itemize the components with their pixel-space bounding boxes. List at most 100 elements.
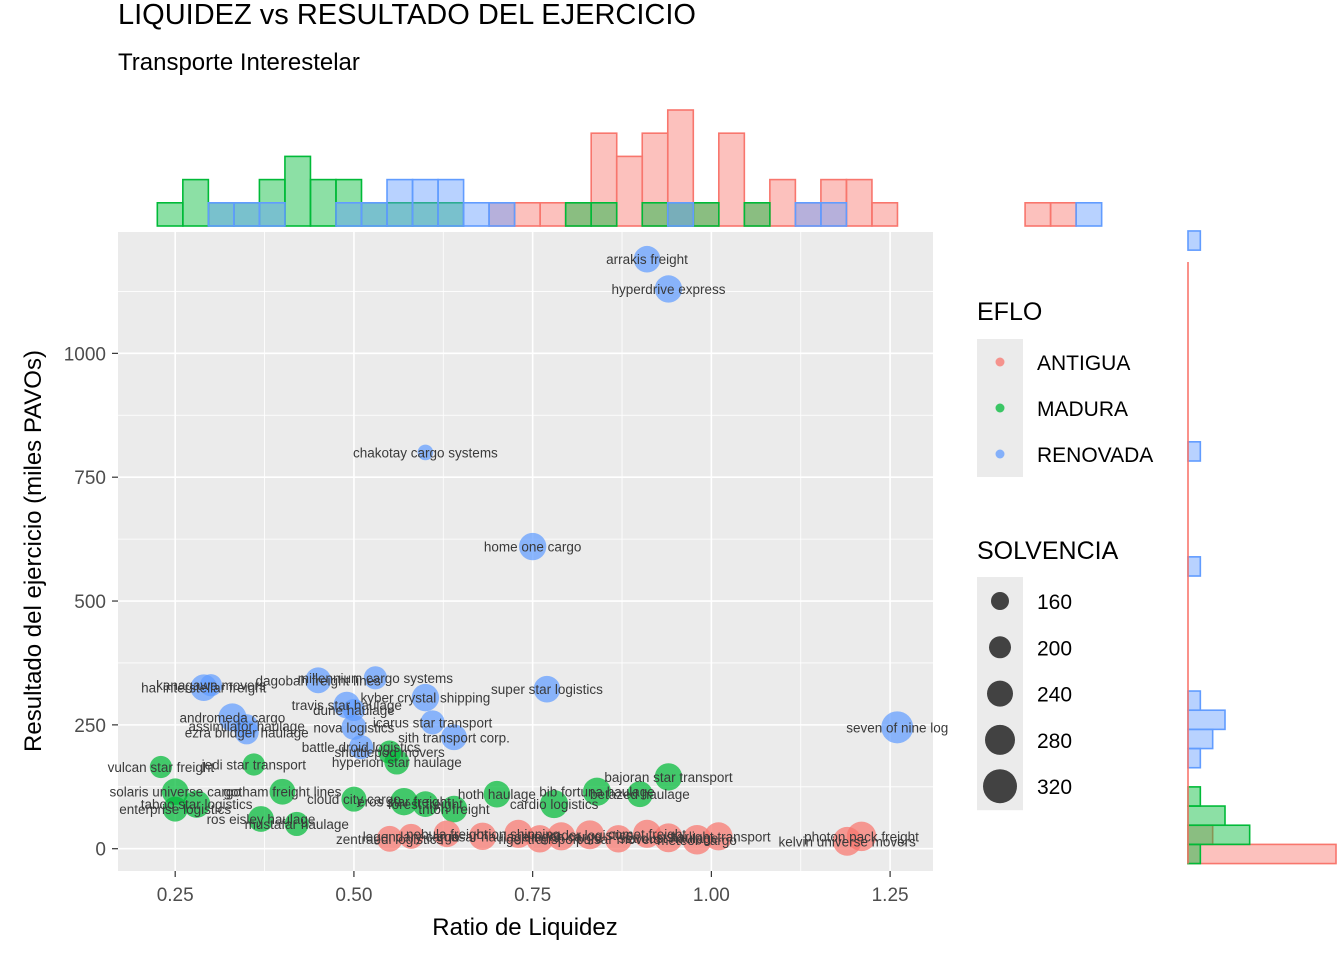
point-mustafar-haulage	[284, 811, 309, 837]
point-label-rigel-transport: rigel transport	[499, 832, 582, 847]
point-label-eros-star-freight: eros star freight	[357, 795, 451, 810]
top-marginal-histogram	[156, 109, 1103, 227]
legend-label-madura: MADURA	[1037, 398, 1128, 421]
legend-size-label-320: 320	[1037, 776, 1072, 799]
point-jedi-star-transport	[242, 753, 265, 776]
x-axis-label: Ratio de Liquidez	[432, 914, 617, 941]
top-hist-bar-madura	[743, 202, 771, 227]
point-chakotay-cargo-systems	[417, 444, 434, 461]
point-label-hal-interstellar-freight: hal interstellar freight	[141, 681, 267, 696]
top-hist-bar-renovada	[462, 202, 490, 227]
point-cloud-city-cargo	[341, 786, 367, 812]
top-hist-bar-antigua	[1024, 202, 1052, 227]
top-hist-bar-antigua	[769, 178, 797, 227]
point-kyber-crystal-shipping	[411, 683, 440, 712]
chart-subtitle: Transporte Interestelar	[118, 49, 360, 76]
top-hist-bar-renovada	[335, 202, 363, 227]
point-label-mustafar-haulage: mustafar haulage	[245, 817, 349, 832]
point-label-vulcan-star-freight: vulcan star freight	[108, 760, 215, 775]
top-hist-bar-antigua	[666, 109, 695, 227]
point-bib-fortuna-haulage	[582, 777, 612, 806]
legend-size-label-160: 160	[1037, 591, 1072, 614]
top-hist-bar-madura	[692, 202, 720, 227]
point-label-hyperdrive-express: hyperdrive express	[611, 282, 725, 297]
point-label-betazed-haulage: betazed haulage	[590, 787, 690, 802]
point-label-orion-shipping: orion shipping	[476, 827, 560, 842]
top-hist-bar-renovada	[360, 202, 388, 227]
y-tick-label: 500	[74, 592, 106, 613]
point-label-bajoran-star-transport: bajoran star transport	[604, 770, 733, 785]
right-hist-bar-renovada	[1187, 230, 1202, 251]
point-enterprise-logistics	[162, 796, 188, 822]
top-hist-bar-madura	[590, 202, 618, 227]
point-label-kyber-crystal-shipping: kyber crystal shipping	[361, 691, 491, 706]
y-tick-label: 0	[95, 840, 106, 861]
point-label-zentraedi-logistics: zentraedi logistics	[336, 832, 444, 847]
top-hist-bar-antigua	[718, 132, 746, 227]
legend-key-renovada	[995, 449, 1005, 459]
top-hist-bar-renovada	[258, 202, 286, 227]
x-axis: 0.25 0.50 0.75 1.00 1.25	[157, 871, 909, 906]
right-hist-bar-renovada	[1187, 709, 1226, 731]
y-tick-label: 750	[74, 468, 106, 489]
point-label-forest-freight: forest freight	[388, 797, 463, 812]
point-starlight-transport	[704, 822, 733, 851]
point-label-pulsar-movers: pulsar movers	[576, 832, 661, 847]
point-label-legendary-cargo: legendary cargo	[363, 829, 460, 844]
point-labels: arrakis freight hyperdrive express chakota…	[108, 252, 949, 849]
point-label-kelvin-universe-movers: kelvin universe movers	[779, 834, 917, 849]
legend-label-antigua: ANTIGUA	[1037, 352, 1130, 375]
point-orion-shipping	[504, 819, 533, 848]
top-hist-bar-renovada	[437, 178, 465, 227]
top-hist-bar-madura	[309, 178, 337, 227]
right-hist-bar-madura	[1187, 786, 1202, 807]
top-hist-bar-madura	[564, 202, 593, 227]
point-label-arrakis-freight: arrakis freight	[606, 252, 688, 267]
point-label-sith-transport-corp: sith transport corp.	[398, 730, 510, 745]
top-hist-bar-madura	[182, 178, 210, 227]
point-label-hyperion-star-haulage: hyperion star haulage	[332, 755, 462, 770]
legend-size-label-240: 240	[1037, 684, 1072, 707]
top-hist-bar-renovada	[386, 178, 414, 227]
point-quasar-haulage	[468, 822, 497, 851]
point-eros-star-freight	[390, 787, 418, 816]
point-photon-pack-freight	[846, 821, 877, 852]
point-label-starlight-transport: starlight transport	[666, 829, 771, 844]
point-label-millennium-cargo-systems: millennium cargo systems	[298, 671, 454, 686]
top-hist-bar-renovada	[666, 202, 695, 227]
top-hist-bar-madura	[156, 202, 184, 227]
x-tick-label: 0.50	[335, 885, 372, 906]
x-tick-label: 1.00	[693, 885, 730, 906]
legend-size-key-160	[991, 592, 1009, 610]
point-label-enterprise-logistics: enterprise logistics	[119, 802, 231, 817]
point-label-gotham-freight-lines: gotham freight lines	[224, 785, 342, 800]
point-betazed-haulage	[626, 781, 653, 808]
legend-size-key-320	[983, 769, 1017, 804]
legend-size-key-240	[987, 680, 1013, 707]
top-hist-bar-madura	[641, 202, 669, 227]
point-label-klingon-cargo: klingon cargo	[521, 829, 601, 844]
point-label-battle-droid-logistics: battle droid logistics	[302, 740, 421, 755]
y-axis: 0 250 500 750 1000	[64, 344, 118, 861]
chart-title: LIQUIDEZ vs RESULTADO DEL EJERCICIO	[118, 0, 696, 31]
point-nebula-freight	[433, 820, 461, 848]
right-hist-bar-renovada	[1187, 441, 1202, 462]
point-millennium-cargo-systems	[363, 666, 387, 690]
point-label-taboo-star-logistics: taboo star logistics	[141, 797, 253, 812]
point-label-travis-star-haulage: travis star haulage	[292, 698, 402, 713]
point-hoth-haulage	[483, 780, 511, 808]
top-hist-bar-antigua	[1049, 202, 1077, 227]
point-label-ros-eisley-haulage: ros eisley haulage	[207, 812, 316, 827]
point-forest-freight	[412, 791, 439, 818]
right-hist-bar-renovada	[1187, 747, 1202, 769]
legend-size-key-280	[985, 724, 1015, 755]
y-tick-label: 1000	[64, 344, 106, 365]
top-hist-bar-renovada	[820, 202, 848, 227]
right-hist-bar-renovada	[1187, 690, 1202, 712]
point-cardio-logistics	[540, 790, 569, 819]
point-ros-eisley-haulage	[248, 806, 274, 832]
legend-key-madura	[995, 403, 1005, 413]
top-hist-bar-antigua	[513, 202, 541, 227]
legend: EFLO ANTIGUA MADURA RENOVADA SOLVENCIA 160 200…	[977, 298, 1153, 811]
point-label-assimilator-haulage: assimilator haulage	[189, 719, 305, 734]
